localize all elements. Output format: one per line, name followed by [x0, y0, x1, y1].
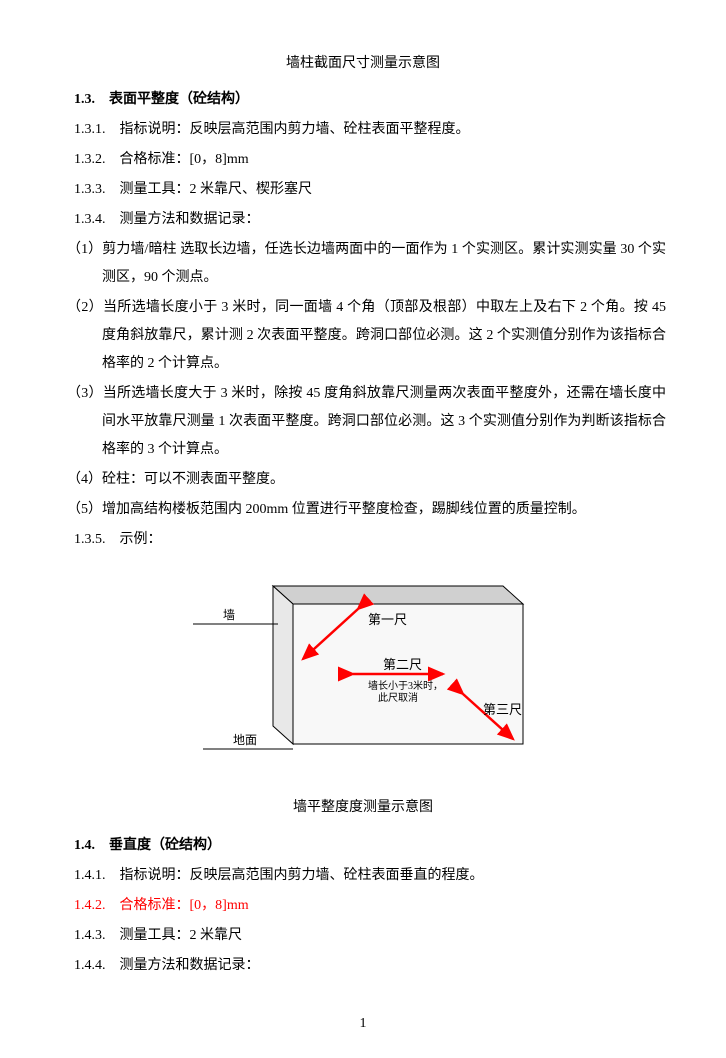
- box-side: [273, 586, 293, 744]
- figure-caption-2: 墙平整度度测量示意图: [60, 794, 666, 822]
- numbered-1: （1）剪力墙/暗柱 选取长边墙，任选长边墙两面中的一面作为 1 个实测区。累计实…: [60, 236, 666, 292]
- section-1-4-header: 1.4. 垂直度（砼结构）: [60, 832, 666, 860]
- item-1-3-5: 1.3.5. 示例：: [60, 526, 666, 554]
- item-1-3-2: 1.3.2. 合格标准：[0，8]mm: [60, 146, 666, 174]
- numbered-2: （2）当所选墙长度小于 3 米时，同一面墙 4 个角（顶部及根部）中取左上及右下…: [60, 294, 666, 378]
- ground-label: 地面: [233, 733, 257, 747]
- ruler-3-label: 第三尺: [483, 702, 522, 717]
- item-1-3-3: 1.3.3. 测量工具：2 米靠尺、楔形塞尺: [60, 176, 666, 204]
- item-1-4-4: 1.4.4. 测量方法和数据记录：: [60, 952, 666, 980]
- wall-label: 墙: [223, 608, 235, 622]
- item-1-4-1: 1.4.1. 指标说明：反映层高范围内剪力墙、砼柱表面垂直的程度。: [60, 862, 666, 890]
- numbered-5: （5）增加高结构楼板范围内 200mm 位置进行平整度检查，踢脚线位置的质量控制…: [60, 496, 666, 524]
- item-1-4-3: 1.4.3. 测量工具：2 米靠尺: [60, 922, 666, 950]
- ruler-2-note2: 此尺取消: [378, 691, 418, 704]
- ruler-1-label: 第一尺: [368, 612, 407, 627]
- section-1-3-header: 1.3. 表面平整度（砼结构）: [60, 86, 666, 114]
- figure-title-1: 墙柱截面尺寸测量示意图: [60, 50, 666, 78]
- item-1-3-4: 1.3.4. 测量方法和数据记录：: [60, 206, 666, 234]
- item-1-4-2: 1.4.2. 合格标准：[0，8]mm: [60, 892, 666, 920]
- page-number: 1: [60, 1010, 666, 1038]
- ruler-2-note1: 墙长小于3米时，: [368, 679, 443, 692]
- numbered-4: （4）砼柱：可以不测表面平整度。: [60, 466, 666, 494]
- numbered-3: （3）当所选墙长度大于 3 米时，除按 45 度角斜放靠尺测量两次表面平整度外，…: [60, 380, 666, 464]
- box-top: [273, 586, 523, 604]
- item-1-3-1: 1.3.1. 指标说明：反映层高范围内剪力墙、砼柱表面平整程度。: [60, 116, 666, 144]
- wall-diagram: 墙 地面 第一尺 第二尺 墙长小于3米时， 此尺取消 第三尺: [183, 574, 543, 774]
- ruler-2-label: 第二尺: [383, 657, 422, 672]
